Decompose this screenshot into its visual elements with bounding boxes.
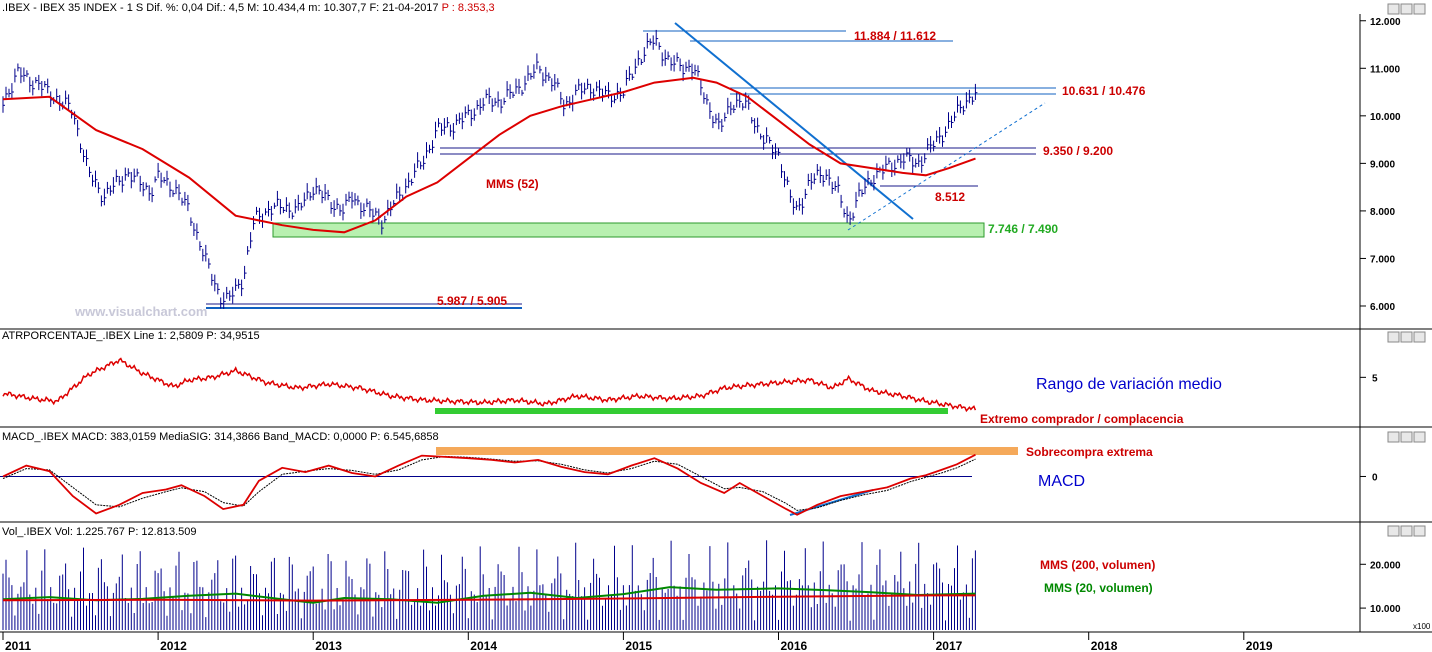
year-label-2017: 2017 bbox=[936, 639, 963, 652]
price-tick-label-12.000: 12.000 bbox=[1370, 17, 1401, 28]
complacency-band bbox=[435, 408, 948, 414]
maximize-icon[interactable] bbox=[1400, 331, 1413, 343]
downtrend-line bbox=[674, 22, 914, 220]
price-panel-header: .IBEX - IBEX 35 INDEX - 1 S Dif. %: 0,04… bbox=[2, 2, 495, 14]
watermark: www.visualchart.com bbox=[74, 304, 207, 319]
atr-panel-header: ATRPORCENTAJE_.IBEX Line 1: 2,5809 P: 34… bbox=[2, 330, 260, 342]
price-annotations bbox=[206, 22, 1056, 309]
maximize-icon[interactable] bbox=[1400, 3, 1413, 15]
year-label-2013: 2013 bbox=[315, 639, 342, 652]
minimize-icon[interactable] bbox=[1387, 525, 1400, 537]
overbought-band bbox=[436, 447, 1018, 455]
atr-tick-label-5: 5 bbox=[1372, 373, 1378, 384]
volume-panel-header: Vol_.IBEX Vol: 1.225.767 P: 12.813.509 bbox=[2, 526, 197, 538]
price-tick-label-8.000: 8.000 bbox=[1370, 207, 1395, 218]
price-tick-label-10.000: 10.000 bbox=[1370, 112, 1401, 123]
macd-tick-label-0: 0 bbox=[1372, 472, 1378, 483]
volume-tick-label-10.000: 10.000 bbox=[1370, 604, 1401, 615]
label-5987: 5.987 / 5.905 bbox=[437, 294, 507, 308]
year-label-2016: 2016 bbox=[781, 639, 808, 652]
price-window-controls[interactable] bbox=[1387, 3, 1426, 15]
price-tick-label-6.000: 6.000 bbox=[1370, 302, 1395, 313]
macd-line bbox=[2, 453, 976, 516]
mms52-line bbox=[2, 76, 976, 234]
label-9350: 9.350 / 9.200 bbox=[1043, 144, 1113, 158]
close-icon[interactable] bbox=[1413, 331, 1426, 343]
year-label-2011: 2011 bbox=[5, 639, 31, 652]
close-icon[interactable] bbox=[1413, 525, 1426, 537]
atr-window-controls[interactable] bbox=[1387, 331, 1426, 343]
support-zone bbox=[272, 222, 985, 238]
macd-signal-line bbox=[2, 455, 976, 511]
label-11884: 11.884 / 11.612 bbox=[854, 29, 936, 43]
year-label-2014: 2014 bbox=[470, 639, 497, 652]
maximize-icon[interactable] bbox=[1400, 431, 1413, 443]
atr-line bbox=[2, 357, 977, 413]
volume-unit-label: x100 bbox=[1413, 622, 1431, 631]
year-label-2015: 2015 bbox=[625, 639, 652, 652]
label-mms200-vol: MMS (200, volumen) bbox=[1040, 558, 1155, 572]
year-label-2019: 2019 bbox=[1246, 639, 1273, 652]
macd-panel-header: MACD_.IBEX MACD: 383,0159 MediaSIG: 314,… bbox=[2, 431, 439, 443]
macd-window-controls[interactable] bbox=[1387, 431, 1426, 443]
label-8512: 8.512 bbox=[935, 190, 965, 204]
maximize-icon[interactable] bbox=[1400, 525, 1413, 537]
volume-tick-label-20.000: 20.000 bbox=[1370, 560, 1401, 571]
price-tick-label-7.000: 7.000 bbox=[1370, 254, 1395, 265]
close-icon[interactable] bbox=[1413, 431, 1426, 443]
chart-marks: 2011 2012 2013 2014 2015 2016 2017 2018 2019 6.00… bbox=[0, 17, 1401, 652]
label-macd: MACD bbox=[1038, 473, 1085, 490]
minimize-icon[interactable] bbox=[1387, 331, 1400, 343]
volume-mms200-line bbox=[2, 594, 976, 602]
year-label-2012: 2012 bbox=[160, 639, 187, 652]
label-mms52: MMS (52) bbox=[486, 177, 539, 191]
year-label-2018: 2018 bbox=[1091, 639, 1118, 652]
label-7746: 7.746 / 7.490 bbox=[988, 222, 1058, 236]
label-mms20-vol: MMS (20, volumen) bbox=[1044, 581, 1153, 595]
minimize-icon[interactable] bbox=[1387, 3, 1400, 15]
label-rango: Rango de variación medio bbox=[1036, 376, 1222, 393]
volume-window-controls[interactable] bbox=[1387, 525, 1426, 537]
label-sobrecompra: Sobrecompra extrema bbox=[1026, 445, 1153, 459]
price-tick-label-9.000: 9.000 bbox=[1370, 159, 1395, 170]
label-10631: 10.631 / 10.476 bbox=[1062, 84, 1146, 98]
label-extremo: Extremo comprador / complacencia bbox=[980, 412, 1184, 426]
close-icon[interactable] bbox=[1413, 3, 1426, 15]
price-tick-label-11.000: 11.000 bbox=[1370, 64, 1400, 75]
minimize-icon[interactable] bbox=[1387, 431, 1400, 443]
